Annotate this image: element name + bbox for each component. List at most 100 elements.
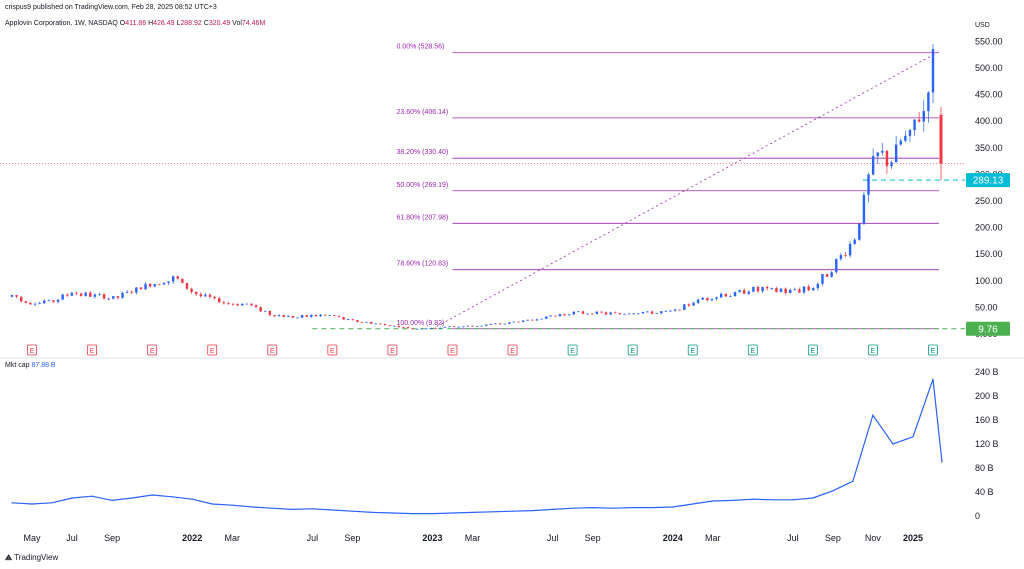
- candle-body: [158, 284, 161, 285]
- candle-body: [135, 287, 138, 293]
- earnings-marker-label: E: [871, 348, 876, 355]
- candle-body: [323, 314, 327, 316]
- candle-body: [259, 307, 262, 312]
- candle-body: [204, 294, 207, 297]
- candle-body: [15, 295, 18, 297]
- candle-body: [47, 300, 51, 302]
- candle-body: [521, 320, 525, 322]
- mktcap-point: [211, 503, 213, 505]
- candle-body: [434, 327, 437, 329]
- candle-body: [411, 328, 414, 330]
- candle-body: [130, 291, 133, 293]
- candle-body: [480, 325, 483, 327]
- candle-body: [614, 312, 617, 314]
- candle-body: [692, 302, 695, 306]
- earnings-marker: [387, 344, 398, 356]
- candle-body: [144, 283, 147, 290]
- mktcap-legend: Mkt cap 87.88 B: [5, 362, 56, 369]
- mktcap-tick-label: 240 B: [975, 367, 999, 377]
- earnings-marker: [447, 344, 458, 356]
- candle-body: [208, 294, 212, 297]
- price-tick-label: 200.00: [975, 223, 1003, 233]
- candle-body: [66, 294, 69, 296]
- candle-body: [300, 315, 304, 318]
- candle-body: [848, 243, 852, 256]
- candle-body: [79, 293, 83, 296]
- candle-body: [494, 323, 497, 325]
- ohlc-value-o: 411.86: [125, 20, 147, 27]
- mktcap-point: [612, 507, 614, 509]
- tradingview-logo-icon: ⟁: [5, 553, 13, 562]
- candle-body: [56, 299, 60, 302]
- mktcap-point: [71, 497, 73, 499]
- candle-body: [858, 223, 861, 240]
- candle-body: [383, 323, 387, 326]
- earnings-marker-label: E: [150, 348, 155, 355]
- candle-body: [171, 276, 175, 282]
- candle-body: [70, 292, 74, 296]
- candle-body: [586, 313, 589, 315]
- candle-body: [98, 294, 101, 295]
- candle-body: [139, 287, 143, 290]
- candle-body: [508, 322, 511, 324]
- candle-body: [927, 92, 930, 112]
- fib-level-label: 61.80% (207.98): [396, 214, 448, 221]
- candle-body: [273, 315, 276, 317]
- ohlc-label-o: O: [119, 20, 126, 27]
- mktcap-tick-label: 80 B: [975, 463, 994, 473]
- candle-body: [337, 316, 341, 317]
- candle-body: [43, 300, 46, 304]
- candle-body: [913, 119, 916, 131]
- ohlc-value-h: 426.49: [153, 20, 175, 27]
- mktcap-point: [411, 513, 414, 515]
- fib-level-label: 38.20% (330.40): [396, 149, 448, 156]
- earnings-marker: [928, 344, 938, 356]
- x-axis-label: Sep: [344, 533, 360, 543]
- ohlc-value-c: 320.49: [208, 20, 231, 27]
- mktcap-point: [31, 503, 33, 505]
- candle-body: [268, 310, 272, 316]
- earnings-marker: [567, 344, 578, 356]
- candle-body: [881, 150, 884, 153]
- earnings-marker-label: E: [690, 348, 695, 355]
- candle-body: [554, 315, 557, 317]
- candle-body: [581, 311, 585, 314]
- mktcap-point: [451, 512, 454, 514]
- mktcap-point: [872, 414, 874, 416]
- candle-body: [52, 300, 55, 302]
- candle-body: [190, 288, 193, 292]
- earnings-marker-label: E: [450, 348, 455, 355]
- price-tick-label: 400.00: [975, 116, 1003, 126]
- candle-body: [402, 327, 405, 328]
- candle-body: [346, 319, 350, 321]
- price-tick-label: 500.00: [975, 63, 1003, 73]
- earnings-marker-label: E: [330, 348, 335, 355]
- candle-body: [871, 156, 875, 175]
- ohlc-label-c: C: [201, 20, 209, 27]
- candle-body: [742, 290, 746, 294]
- earnings-marker-label: E: [630, 348, 635, 355]
- candle-body: [623, 313, 626, 315]
- candle-body: [673, 309, 677, 311]
- candle-body: [406, 327, 410, 329]
- mktcap-tick-label: 160 B: [975, 415, 999, 425]
- candle-body: [489, 324, 493, 325]
- x-axis-label: 2022: [182, 533, 202, 543]
- candle-body: [466, 325, 470, 327]
- candle-body: [429, 327, 433, 329]
- candle-body: [710, 298, 714, 301]
- mktcap-point: [471, 511, 474, 513]
- x-axis-label: Sep: [585, 533, 601, 543]
- candle-body: [167, 281, 170, 283]
- mktcap-point: [732, 499, 734, 501]
- x-axis-label: Jul: [307, 533, 319, 543]
- candle-body: [835, 258, 838, 273]
- earnings-marker: [207, 344, 218, 356]
- candle-body: [333, 315, 336, 317]
- mktcap-tick-label: 40 B: [975, 487, 994, 497]
- ohlc-value-vol: 74.46M: [241, 20, 266, 27]
- candle-body: [526, 319, 529, 321]
- candle-body: [236, 304, 239, 306]
- candle-body: [531, 319, 534, 321]
- candle-body: [853, 239, 856, 244]
